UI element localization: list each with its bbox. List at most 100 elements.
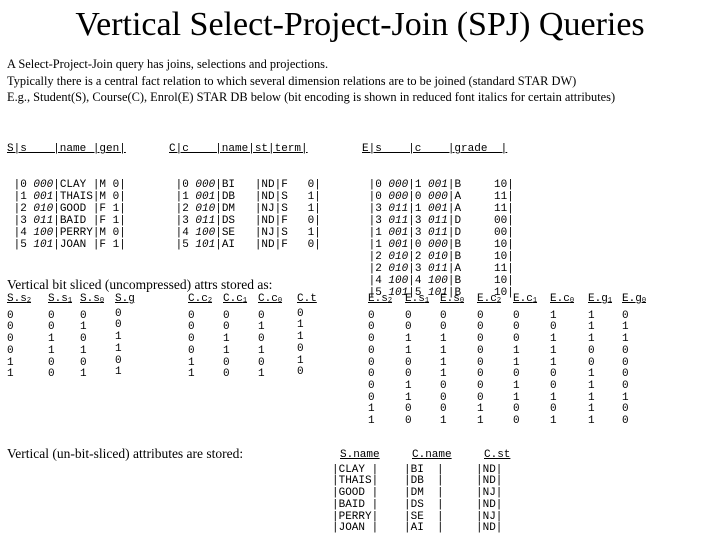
bit-slice-values: 0 0 0 0 1 1 bbox=[188, 309, 195, 381]
row-cell-sbits: 011 bbox=[388, 215, 409, 227]
bit-slice-header-base: E.c bbox=[513, 293, 533, 305]
row-cell-cbits: 011 bbox=[428, 263, 448, 275]
unsliced-values: |BI | |DB | |DM | |DS | |SE | |AI | bbox=[404, 463, 444, 535]
bit-slice-column: C.c0 0 1 0 1 0 1 bbox=[258, 293, 283, 381]
unsliced-column: C.st |ND| |ND| |NJ| |ND| |NJ| |ND| bbox=[476, 449, 510, 535]
bit-slice-header: C.c0 bbox=[258, 293, 283, 308]
bit-slice-header-subscript: 0 bbox=[277, 297, 283, 305]
bit-slice-header: E.c1 bbox=[513, 293, 537, 308]
row-cell-a: |2 bbox=[169, 203, 196, 215]
unsliced-values: |ND| |ND| |NJ| |ND| |NJ| |ND| bbox=[476, 463, 503, 535]
row-cell-cbits: 000 bbox=[428, 239, 448, 251]
bit-slice-header-subscript: 1 bbox=[424, 297, 430, 305]
bit-slice-header: C.t bbox=[297, 293, 317, 306]
slide-title: Vertical Select-Project-Join (SPJ) Queri… bbox=[75, 6, 645, 43]
row-cell-a: |0 bbox=[362, 191, 389, 203]
row-cell-sbits: 000 bbox=[388, 179, 409, 191]
row-cell-a: |0 bbox=[362, 179, 389, 191]
bit-slice-header-base: E.s bbox=[368, 293, 388, 305]
intro-text: A Select-Project-Join query has joins, s… bbox=[7, 56, 615, 106]
row-cell-m: |3 bbox=[408, 227, 429, 239]
bit-slice-header: C.c2 bbox=[188, 293, 213, 308]
student-row: |0 000|CLAY |M 0| bbox=[7, 179, 126, 191]
row-cell-bits: 100 bbox=[33, 227, 54, 239]
row-cell-sbits: 000 bbox=[388, 191, 409, 203]
row-cell-sbits: 001 bbox=[388, 227, 409, 239]
row-cell-a: |1 bbox=[362, 227, 389, 239]
row-cell-cbits: 001 bbox=[428, 203, 448, 215]
enrol-row: |1 001|0 000|B 10| bbox=[362, 239, 514, 251]
row-cell-bits: 001 bbox=[33, 191, 54, 203]
row-cell-a: |5 bbox=[362, 287, 389, 299]
bit-slice-header-base: C.c bbox=[188, 293, 208, 305]
row-cell-a: |1 bbox=[169, 191, 196, 203]
row-cell-b: |D 00| bbox=[447, 215, 514, 227]
row-cell-m: |0 bbox=[408, 191, 429, 203]
row-cell-a: |2 bbox=[362, 263, 389, 275]
bit-slice-header-subscript: 1 bbox=[67, 297, 73, 305]
row-cell-b: |B 10| bbox=[447, 239, 514, 251]
enrol-table: E|s |c |grade | |0 000|1 001|B 10| |0 00… bbox=[362, 119, 514, 299]
bit-slice-values: 0 0 1 1 0 0 1 1 0 0 bbox=[405, 309, 412, 428]
row-cell-b: |AI |ND|F 0| bbox=[215, 239, 321, 251]
row-cell-bits: 001 bbox=[195, 191, 216, 203]
bit-slice-values: 0 0 0 0 0 0 0 0 1 1 bbox=[368, 309, 375, 428]
bit-slice-values: 0 0 0 0 0 0 0 0 1 1 bbox=[477, 309, 484, 428]
bit-slice-header: S.s0 bbox=[80, 293, 105, 308]
row-cell-a: |5 bbox=[7, 239, 34, 251]
row-cell-b: |BAID |F 1| bbox=[53, 215, 126, 227]
student-row: |1 001|THAIS|M 0| bbox=[7, 191, 126, 203]
row-cell-sbits: 101 bbox=[388, 287, 409, 299]
bit-slice-header-subscript: 2 bbox=[207, 297, 213, 305]
enrol-row: |4 100|4 100|B 10| bbox=[362, 275, 514, 287]
row-cell-b: |D 00| bbox=[447, 227, 514, 239]
course-row: |1 001|DB |ND|S 1| bbox=[169, 191, 321, 203]
row-cell-a: |2 bbox=[362, 251, 389, 263]
bit-slice-header-subscript: 0 bbox=[641, 297, 647, 305]
bit-slice-header-subscript: 2 bbox=[496, 297, 502, 305]
row-cell-cbits: 010 bbox=[428, 251, 448, 263]
course-table: C|c |name|st|term| |0 000|BI |ND|F 0| |1… bbox=[169, 119, 321, 251]
row-cell-b: |PERRY|M 0| bbox=[53, 227, 126, 239]
course-row: |0 000|BI |ND|F 0| bbox=[169, 179, 321, 191]
enrol-row: |2 010|2 010|B 10| bbox=[362, 251, 514, 263]
enrol-row: |5 101|5 101|B 10| bbox=[362, 287, 514, 299]
bit-slice-values: 0 0 1 1 0 0 bbox=[223, 309, 230, 381]
enrol-row: |3 011|1 001|A 11| bbox=[362, 203, 514, 215]
course-row: |5 101|AI |ND|F 0| bbox=[169, 239, 321, 251]
bit-slice-column: S.g 0 0 1 1 0 1 bbox=[115, 293, 135, 379]
bit-slice-column: C.c1 0 0 1 1 0 0 bbox=[223, 293, 248, 381]
row-cell-m: |3 bbox=[408, 215, 429, 227]
bit-slice-header-base: C.c bbox=[258, 293, 278, 305]
bit-slice-values: 0 0 0 1 1 0 1 1 0 0 bbox=[513, 309, 520, 428]
row-cell-b: |A 11| bbox=[447, 191, 514, 203]
bit-slice-column: E.c2 0 0 0 0 0 0 0 0 1 1 bbox=[477, 293, 502, 428]
row-cell-a: |0 bbox=[169, 179, 196, 191]
row-cell-sbits: 010 bbox=[388, 263, 409, 275]
enrol-row: |2 010|3 011|A 11| bbox=[362, 263, 514, 275]
row-cell-b: |CLAY |M 0| bbox=[53, 179, 126, 191]
row-cell-m: |5 bbox=[408, 287, 429, 299]
bit-slice-header-subscript: 0 bbox=[459, 297, 465, 305]
bit-slice-header-subscript: 1 bbox=[607, 297, 613, 305]
student-table: S|s |name |gen| |0 000|CLAY |M 0| |1 001… bbox=[7, 119, 126, 251]
row-cell-b: |B 10| bbox=[447, 275, 514, 287]
bit-slice-header-base: C.t bbox=[297, 293, 317, 305]
bit-slice-header: C.c1 bbox=[223, 293, 248, 308]
row-cell-sbits: 011 bbox=[388, 203, 409, 215]
bit-slice-header: E.s0 bbox=[440, 293, 465, 308]
bit-slice-header-subscript: 1 bbox=[242, 297, 248, 305]
bit-slice-header: S.s2 bbox=[7, 293, 31, 308]
row-cell-sbits: 010 bbox=[388, 251, 409, 263]
bit-slice-column: S.s2 0 0 0 0 1 1 bbox=[7, 293, 31, 381]
row-cell-b: |B 10| bbox=[447, 287, 514, 299]
bit-slice-header: S.g bbox=[115, 293, 135, 306]
bit-slice-header-subscript: 0 bbox=[99, 297, 105, 305]
row-cell-m: |3 bbox=[408, 263, 429, 275]
row-cell-b: |A 11| bbox=[447, 203, 514, 215]
bit-slice-values: 0 0 0 0 1 1 bbox=[7, 309, 14, 381]
row-cell-cbits: 011 bbox=[428, 215, 448, 227]
row-cell-a: |2 bbox=[7, 203, 34, 215]
bit-slice-header-base: E.c bbox=[550, 293, 570, 305]
